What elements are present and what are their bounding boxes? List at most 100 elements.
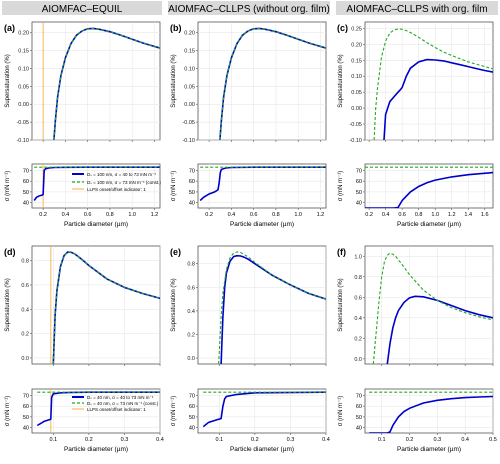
plot-frame — [364, 21, 494, 141]
x-axis-label: Particle diameter (µm) — [397, 221, 461, 228]
sigma-axis-label: σ (mN m⁻¹) — [5, 396, 11, 427]
series-variable-sigma — [220, 254, 326, 364]
y-tick-label: 0.00 — [184, 102, 195, 108]
y-axis-label: Supersaturation (%) — [171, 54, 177, 107]
panel-label: (d) — [4, 247, 16, 257]
y-tick-label: 0.15 — [184, 49, 195, 55]
x-tick-label: 0.1 — [50, 437, 58, 443]
y-tick-label: 0.20 — [184, 31, 195, 37]
y-tick-label: -0.05 — [16, 120, 29, 126]
y-tick-label: 0.20 — [18, 31, 29, 37]
sigma-axis-label: σ (mN m⁻¹) — [338, 171, 344, 202]
y-axis-label: Supersaturation (%) — [338, 278, 344, 331]
x-tick-label: 1.6 — [481, 212, 489, 218]
sigma-y-tick-label: 70 — [23, 393, 29, 399]
x-tick-label: 1.0 — [431, 212, 439, 218]
legend-top: Dₛ = 100 nm, σ = 40 to 73 mN m⁻¹ Dₛ = 10… — [72, 172, 161, 192]
x-tick-label: 0.1 — [216, 437, 224, 443]
column-header-bg-2 — [168, 1, 330, 15]
sigma-axis-label: σ (mN m⁻¹) — [171, 171, 177, 202]
x-tick-label: 1.0 — [128, 212, 136, 218]
y-axis-label: Supersaturation (%) — [171, 278, 177, 331]
y-tick-label: 0.15 — [351, 58, 362, 64]
sigma-axis-label: σ (mN m⁻¹) — [338, 396, 344, 427]
sigma-y-tick-label: 50 — [23, 190, 29, 196]
y-tick-label: -0.05 — [182, 120, 195, 126]
sigma-series-variable — [365, 171, 493, 208]
sigma-y-tick-label: 40 — [189, 426, 195, 432]
panel-f: 0.0 0.2 0.4 0.6 0.8 1.0 (f) Supersaturation (%)… — [337, 245, 497, 453]
y-tick-label: 0.00 — [18, 102, 29, 108]
y-tick-label: 0.8 — [354, 275, 362, 281]
panel-label: (b) — [170, 23, 182, 33]
y-tick-label: 0.05 — [184, 84, 195, 90]
sigma-axis-label: σ (mN m⁻¹) — [5, 171, 11, 202]
legend-bottom-dashed-label: Dₛ = 40 nm, σ = 73 mN m⁻¹ (const.) — [87, 401, 159, 406]
sigma-y-tick-label: 70 — [189, 393, 195, 399]
series-variable-sigma — [383, 58, 493, 140]
panel-b: -0.10 -0.05 0.00 0.05 0.10 0.15 0.20(b) Supersa… — [170, 21, 327, 228]
panel-e: 0.0 0.2 0.4 0.6 0.8 (e) Supersaturation (%) 40 5… — [170, 245, 330, 453]
x-tick-label: 0.3 — [434, 437, 442, 443]
y-tick-label: 0.4 — [21, 307, 29, 313]
x-tick-label: 0.4 — [228, 212, 236, 218]
x-tick-label: 0.8 — [106, 212, 114, 218]
sigma-series-variable — [199, 166, 326, 202]
sigma-y-tick-label: 40 — [356, 426, 362, 432]
y-tick-label: 0.0 — [21, 356, 29, 362]
series-const-sigma — [373, 28, 493, 140]
y-tick-label: 0.2 — [354, 336, 362, 342]
sigma-series-variable — [33, 166, 160, 201]
sigma-frame — [364, 163, 494, 209]
x-tick-label: 1.4 — [464, 212, 472, 218]
x-tick-label: 0.4 — [382, 212, 390, 218]
y-tick-label: 0.4 — [187, 309, 195, 315]
y-tick-label: 0.6 — [21, 283, 29, 289]
x-tick-label: 1.2 — [151, 212, 159, 218]
panel-label: (f) — [337, 247, 346, 257]
x-tick-label: 0.4 — [322, 437, 330, 443]
panel-label: (c) — [337, 23, 348, 33]
legend-top-dashed-label: Dₛ = 100 nm, σ = 73 mN m⁻¹ (const.) — [87, 180, 161, 185]
sigma-y-tick-label: 70 — [356, 168, 362, 174]
y-tick-label: 0.05 — [18, 84, 29, 90]
y-tick-label: 0.10 — [18, 66, 29, 72]
y-tick-label: 0.0 — [187, 356, 195, 362]
y-tick-label: 0.6 — [354, 295, 362, 301]
sigma-axis-label: σ (mN m⁻¹) — [171, 396, 177, 427]
y-tick-label: 0.00 — [351, 106, 362, 112]
sigma-frame — [364, 388, 494, 434]
legend-top-solid-label: Dₛ = 100 nm, σ = 40 to 73 mN m⁻¹ — [87, 172, 156, 177]
y-tick-label: 0.8 — [187, 262, 195, 268]
y-tick-label: 0.0 — [354, 357, 362, 363]
y-tick-label: 1.0 — [354, 254, 362, 260]
legend-bottom: Dₛ = 40 nm, σ = 40 to 73 mN m⁻¹ Dₛ = 40 … — [72, 395, 159, 412]
y-axis-label: Supersaturation (%) — [5, 278, 11, 331]
x-tick-label: 0.4 — [461, 437, 469, 443]
sigma-y-tick-label: 60 — [189, 404, 195, 410]
x-tick-label: 0.6 — [250, 212, 258, 218]
x-tick-label: 0.6 — [398, 212, 406, 218]
x-tick-label: 0.2 — [251, 437, 259, 443]
x-axis-label: Particle diameter (µm) — [230, 221, 294, 228]
column-header-1: AIOMFAC–EQUIL — [42, 4, 123, 15]
series-const-sigma — [218, 251, 326, 364]
column-header-bg-3 — [336, 1, 498, 15]
x-tick-label: 0.2 — [205, 212, 213, 218]
x-tick-label: 0.3 — [121, 437, 129, 443]
sigma-y-tick-label: 70 — [189, 168, 195, 174]
x-axis-label: Particle diameter (µm) — [64, 446, 128, 453]
sigma-y-tick-label: 40 — [356, 201, 362, 207]
y-tick-label: 0.6 — [187, 285, 195, 291]
sigma-y-tick-label: 60 — [23, 404, 29, 410]
x-tick-label: 0.2 — [39, 212, 47, 218]
plot-frame — [364, 245, 494, 365]
y-tick-label: 0.05 — [351, 90, 362, 96]
panel-label: (e) — [170, 247, 181, 257]
y-tick-label: 0.8 — [21, 259, 29, 265]
x-tick-label: 0.6 — [84, 212, 92, 218]
legend-bottom-indicator-label: LLPS onset/offset indicator: 1 — [87, 407, 146, 412]
y-tick-label: 0.4 — [354, 316, 362, 322]
